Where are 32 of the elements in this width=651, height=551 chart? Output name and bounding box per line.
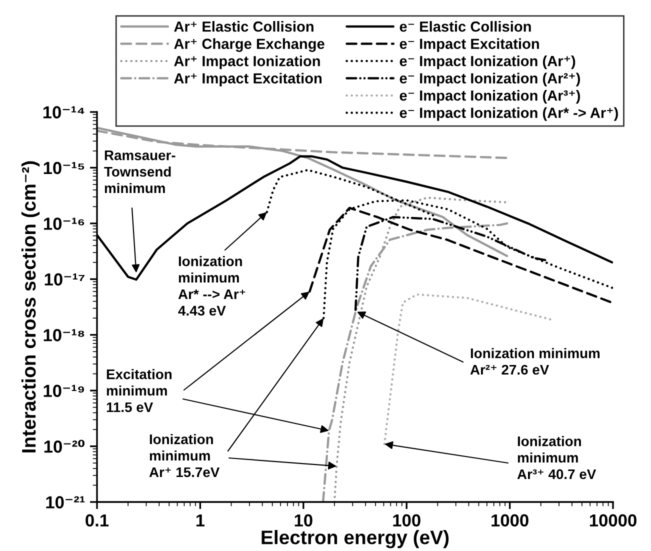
legend-label: Ar⁺ Charge Exchange: [174, 38, 324, 52]
legend-label: Ar⁺ Impact Excitation: [174, 72, 322, 86]
annotation: Ionization minimum Ar* --> Ar⁺ 4.43 eV: [178, 256, 246, 316]
legend-label: e⁻ Elastic Collision: [400, 21, 531, 32]
legend-label: e⁻ Impact Ionization (Ar* -> Ar⁺): [400, 107, 618, 121]
y-tick-label: 10⁻¹⁴: [43, 106, 84, 118]
legend-label: e⁻ Impact Ionization (Ar²⁺): [400, 72, 580, 86]
x-axis-title: Electron energy (eV): [262, 530, 449, 548]
annotation: Excitation minimum 11.5 eV: [106, 369, 172, 412]
legend-label: e⁻ Impact Excitation: [400, 38, 539, 52]
y-tick-label: 10⁻¹⁶: [44, 218, 84, 230]
x-tick-label: 100: [393, 514, 420, 527]
y-tick-label: 10⁻¹⁵: [44, 162, 84, 174]
legend-label: e⁻ Impact Ionization (Ar³⁺): [400, 90, 580, 104]
legend-label: Ar⁺ Impact Ionization: [174, 56, 320, 70]
x-tick-label: 1000: [492, 514, 528, 527]
y-tick-label: 10⁻²¹: [46, 496, 85, 508]
y-tick-label: 10⁻¹⁹: [44, 384, 84, 398]
legend-label: Ar⁺ Elastic Collision: [174, 21, 314, 32]
annotation: Ionization minimum Ar⁺ 15.7eV: [149, 434, 220, 478]
annotation: Ionization minimum Ar³⁺ 40.7 eV: [517, 436, 596, 480]
x-tick-label: 1: [196, 514, 205, 526]
x-tick-label: 0.1: [86, 514, 109, 527]
annotation: Ramsauer- Townsend minimum: [104, 150, 176, 194]
x-tick-label: 10: [294, 514, 312, 527]
y-tick-label: 10⁻¹⁸: [44, 329, 84, 342]
x-tick-label: 10000: [590, 514, 636, 527]
y-axis-title: Interaction cross section (cm⁻²): [21, 161, 40, 452]
y-tick-label: 10⁻¹⁷: [44, 273, 84, 286]
annotation: Ionization minimum Ar²⁺ 27.6 eV: [470, 348, 600, 375]
legend-label: e⁻ Impact Ionization (Ar⁺): [400, 56, 576, 70]
y-tick-label: 10⁻²⁰: [44, 440, 85, 453]
